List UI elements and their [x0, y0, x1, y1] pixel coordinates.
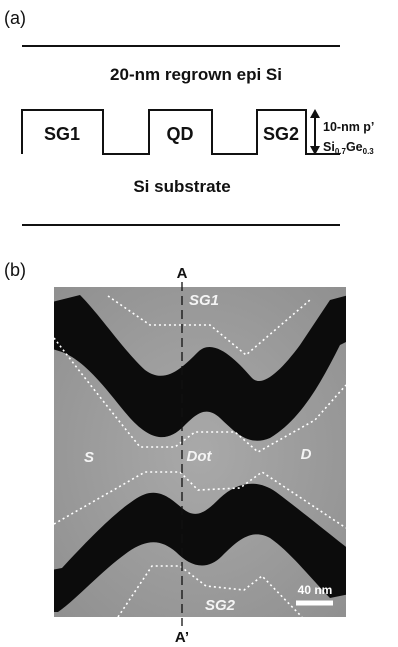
source-drain-lower-outline [54, 471, 346, 529]
sg2-region-label: SG2 [205, 597, 236, 614]
lower-trench [54, 483, 346, 612]
cut-label-top: A [177, 265, 188, 282]
si-substrate-label: Si substrate [133, 177, 230, 196]
drain-label: D [301, 446, 312, 463]
regrown-epi-label: 20-nm regrown epi Si [110, 65, 282, 84]
cut-label-bottom: A’ [175, 629, 189, 646]
thickness-arrow [310, 109, 320, 155]
panel-b-label: (b) [4, 260, 26, 280]
thickness-label: 10-nm p’ [323, 120, 374, 134]
afm-image: SG1 S Dot D SG2 40 nm [54, 287, 346, 617]
panel-b: (b) SG1 S Dot D SG2 40 nm [4, 260, 346, 646]
sg1-outline [107, 295, 311, 357]
alloy-label: Si0.7Ge0.3 [323, 140, 374, 156]
gate-sg2-label: SG2 [263, 124, 299, 144]
panel-a: (a) 20-nm regrown epi Si SG1 QD SG2 10-n… [4, 8, 374, 226]
sg2-outline [117, 565, 303, 617]
panel-a-label: (a) [4, 8, 26, 28]
sg1-region-label: SG1 [189, 292, 219, 309]
gate-profile-line [21, 109, 340, 155]
upper-trench [54, 295, 346, 441]
gate-outlines [54, 295, 346, 617]
scale-bar-label: 40 nm [298, 583, 333, 597]
gate-qd-label: QD [167, 124, 194, 144]
source-label: S [84, 449, 94, 466]
gate-sg1-label: SG1 [44, 124, 80, 144]
source-drain-upper-outline [54, 337, 346, 453]
dot-label: Dot [187, 448, 213, 465]
